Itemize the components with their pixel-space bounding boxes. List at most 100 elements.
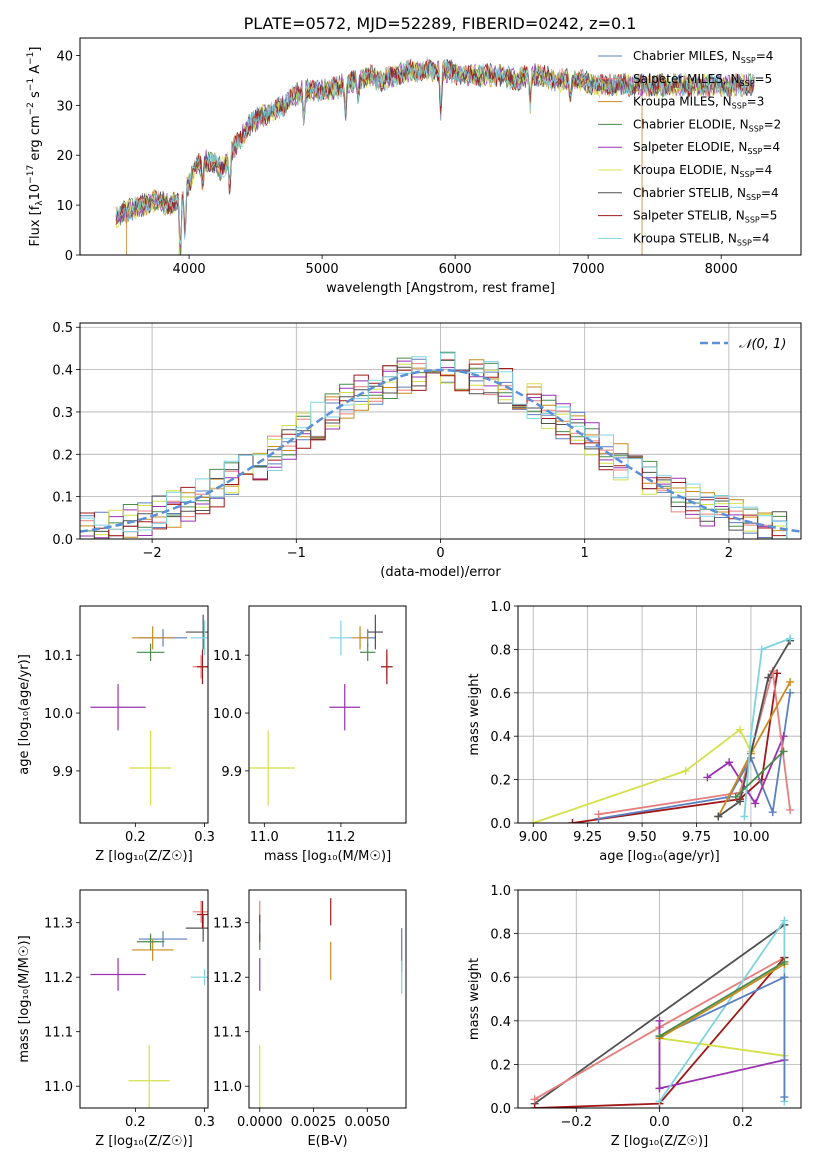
mass-weight-line: [717, 681, 791, 817]
legend-entry: Salpeter MILES, NSSP=5: [633, 72, 772, 88]
mass-weight-line: [659, 975, 786, 1098]
legend-nssp-sub: SSP: [749, 124, 764, 133]
x-axis-label: wavelength [Angstrom, rest frame]: [326, 281, 555, 296]
spectrum-axes: 4000 5000 6000 7000 8000 0 10 20 30 40 wavelength …: [56, 49, 737, 296]
y-axis-label: mass weight: [467, 673, 482, 755]
y-tick-label: 40: [56, 49, 73, 64]
legend-nssp-sub: SSP: [747, 147, 762, 156]
data-point: [90, 684, 146, 731]
clipped-group: [80, 351, 801, 539]
legend-entry: Chabrier MILES, NSSP=4: [633, 49, 773, 65]
plus-marker: [703, 773, 712, 782]
legend-series-name: Salpeter ELODIE, N: [633, 140, 747, 154]
data-point: [129, 730, 172, 806]
plus-marker: [655, 1032, 664, 1041]
clipped-group: [530, 916, 789, 1108]
x-axis-label: (data-model)/error: [380, 565, 501, 580]
y-axis-label-part: erg cm: [28, 115, 43, 164]
x-tick-label: 0.2: [732, 1115, 753, 1130]
legend-series-name: Kroupa STELIB, N: [633, 231, 737, 245]
x-axis-label: age [log₁₀(age/yr)]: [599, 849, 720, 864]
mass_vs_Z-axes: 0.2 0.3 11.0 11.1 11.2 11.3 Z [log₁₀(Z/Z☉)] mas…: [17, 917, 215, 1149]
y-axis-label-part: Flux [f: [28, 205, 43, 246]
data-point: [381, 649, 393, 685]
y-axis-label-part: A: [28, 65, 43, 78]
plus-marker: [740, 812, 749, 821]
plot-frame: [248, 605, 407, 824]
legend-series-name: Salpeter STELIB, N: [633, 209, 745, 223]
mass-weight-line: [735, 750, 785, 798]
age_vs_mass-axes: 11.0 11.2 9.9 10.0 10.1 mass [log₁₀(M/M☉)]: [213, 649, 391, 864]
legend-nssp-value: =4: [762, 140, 780, 154]
y-tick-label: 0.4: [52, 364, 73, 379]
x-tick-label: 5000: [306, 262, 339, 277]
y-tick-label: 0.1: [52, 491, 73, 506]
y-tick-label: 11.3: [213, 917, 242, 932]
y-tick-label: 0.2: [490, 1058, 511, 1073]
y-tick-label: 10.1: [44, 649, 73, 664]
legend-entry: Chabrier STELIB, NSSP=4: [633, 186, 779, 202]
x-axis-label: Z [log₁₀(Z/Z☉)]: [95, 1134, 192, 1149]
plus-marker: [780, 916, 789, 925]
data-point: [329, 620, 353, 656]
y-tick-label: 30: [56, 99, 73, 114]
y-tick-label: 0.0: [490, 1102, 511, 1117]
y-tick-label: 11.1: [44, 1026, 73, 1041]
mass-weight-line: [659, 963, 785, 1039]
plus-marker: [529, 819, 538, 823]
legend-entry: Kroupa MILES, NSSP=3: [633, 95, 764, 111]
data-point: [196, 900, 208, 929]
y-tick-label: 11.3: [44, 917, 73, 932]
histogram-kroupa-elodie: [80, 363, 801, 539]
x-tick-label: 9.75: [682, 830, 711, 845]
y-axis-label-part: −2: [26, 102, 36, 115]
data-point: [185, 914, 208, 942]
plus-marker: [655, 1084, 664, 1093]
legend-series-name: Kroupa ELODIE, N: [633, 163, 740, 177]
clipped-group: [115, 57, 755, 255]
plus-marker: [736, 797, 745, 806]
legend-nssp-value: =2: [764, 117, 782, 131]
plot-frame: [79, 889, 209, 1109]
y-tick-label: 20: [56, 149, 73, 164]
data-point: [131, 939, 174, 961]
y-tick-label: 10.0: [44, 707, 73, 722]
plus-marker: [786, 634, 795, 643]
plus-marker: [725, 758, 734, 767]
y-axis-label-part: 10: [28, 184, 43, 201]
legend-nssp-value: =4: [756, 49, 774, 63]
plus-marker: [736, 725, 745, 734]
y-tick-label: 1.0: [490, 884, 511, 899]
x-tick-label: 0.3: [194, 1115, 215, 1130]
mass_weight_vs_Z-axes: −0.2 0.0 0.2 0.0 0.2 0.4 0.6 0.8 1.0 Z [log₁₀(Z/Z…: [467, 884, 801, 1149]
y-tick-label: 10.1: [213, 649, 242, 664]
plus-marker: [786, 805, 795, 814]
legend-nssp-sub: SSP: [740, 170, 755, 179]
y-axis-label-part: −1: [26, 52, 36, 65]
x-tick-label: −0.2: [560, 1115, 592, 1130]
plot-frame: [79, 605, 209, 824]
legend-series-name: Salpeter MILES, N: [633, 72, 740, 86]
y-tick-label: 0.2: [52, 448, 73, 463]
clipped-group: [259, 898, 403, 1108]
plus-marker: [714, 812, 723, 821]
x-tick-label: 11.0: [250, 830, 279, 845]
plus-marker: [530, 1104, 539, 1108]
y-tick-label: 0.4: [490, 1015, 511, 1030]
data-point: [128, 1045, 170, 1108]
legend-nssp-value: =4: [761, 186, 779, 200]
x-tick-label: 0: [436, 546, 444, 561]
legend-nssp-sub: SSP: [745, 216, 760, 225]
legend-nssp-value: =5: [755, 72, 773, 86]
x-tick-label: 0.0025: [291, 1115, 337, 1130]
legend-entry: Chabrier ELODIE, NSSP=2: [633, 117, 781, 133]
data-point: [360, 643, 376, 661]
y-tick-label: 11.0: [213, 1080, 242, 1095]
spectrum-line-kroupa-elodie: [115, 61, 755, 255]
data-point: [190, 969, 208, 986]
y-tick-label: 10.0: [213, 707, 242, 722]
plus-marker: [779, 747, 788, 756]
x-axis-label: Z [log₁₀(Z/Z☉)]: [611, 1134, 708, 1149]
x-tick-label: 9.50: [628, 830, 657, 845]
